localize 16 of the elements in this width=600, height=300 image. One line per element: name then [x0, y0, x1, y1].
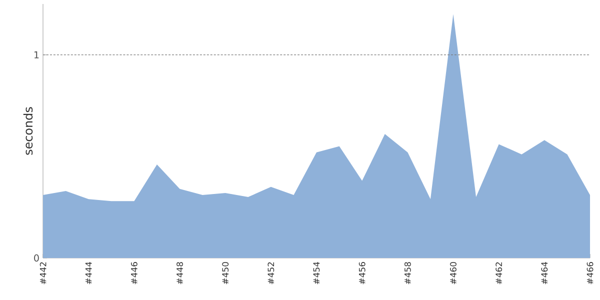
x-tick-label: #460 [450, 262, 456, 284]
y-tick-label: 0 [34, 254, 39, 262]
y-tick-label: 1 [34, 51, 39, 58]
x-tick-label: #448 [176, 262, 183, 284]
x-tick-label: #456 [358, 262, 366, 284]
x-tick-label: #452 [268, 262, 274, 284]
x-tick-label: #454 [313, 262, 320, 284]
x-tick-label: #444 [86, 262, 92, 284]
y-axis-title: seconds [23, 107, 33, 155]
x-tick-label: #466 [586, 262, 594, 284]
x-tick-label: #464 [541, 262, 548, 284]
x-tick-label: #458 [404, 262, 411, 284]
x-tick-label: #450 [222, 262, 229, 284]
x-tick-label: #446 [130, 262, 138, 284]
x-tick-label: #462 [496, 262, 502, 284]
x-tick-label: #442 [40, 262, 46, 284]
